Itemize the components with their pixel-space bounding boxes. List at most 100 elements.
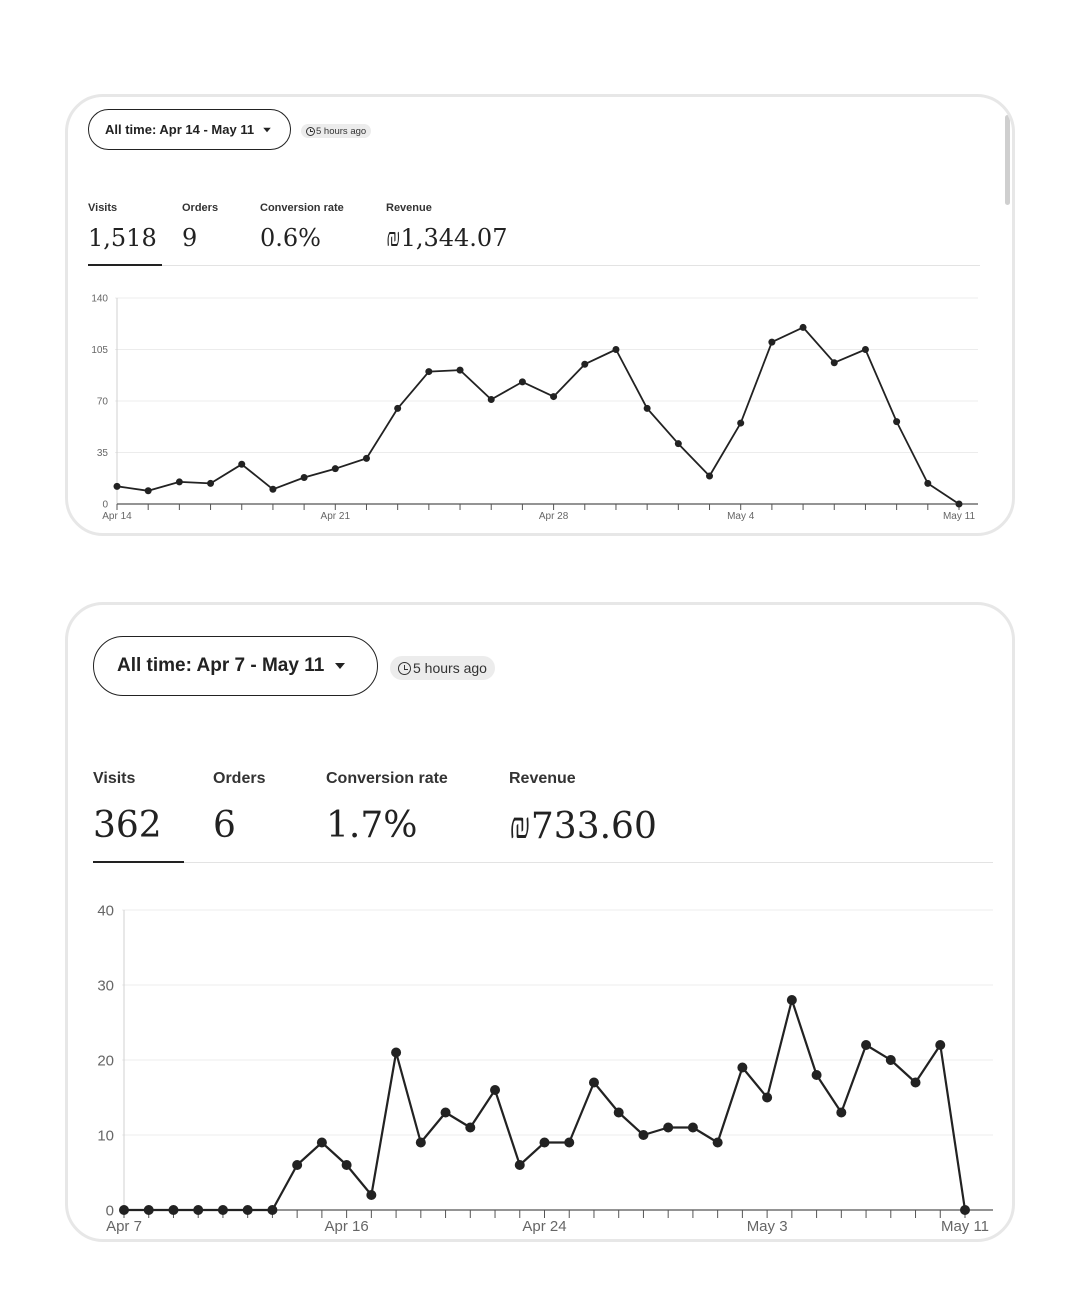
scrollbar[interactable] <box>1005 115 1010 205</box>
metric-value: 1.7% <box>326 805 418 846</box>
metric-value: 362 <box>93 805 162 846</box>
metric-value: ₪733.60 <box>509 806 657 847</box>
data-point <box>267 1205 278 1215</box>
data-point <box>564 1137 575 1148</box>
stats-card-1: All time: Apr 14 - May 11 5 hours ago Vi… <box>65 94 1015 536</box>
data-point <box>768 338 776 346</box>
series-line <box>116 326 960 505</box>
data-point <box>425 368 433 376</box>
date-range-dropdown[interactable]: All time: Apr 7 - May 11 <box>93 636 378 696</box>
data-point <box>465 1122 476 1133</box>
y-tick-label: 70 <box>97 397 109 408</box>
x-tick-label: May 11 <box>943 511 975 522</box>
last-updated-text: 5 hours ago <box>413 660 487 676</box>
data-point <box>960 1205 970 1215</box>
data-point <box>674 440 682 448</box>
data-point <box>456 366 464 374</box>
date-range-label: All time: Apr 14 - May 11 <box>105 122 255 137</box>
metric-label: Conversion rate <box>260 202 344 214</box>
data-point <box>518 378 526 386</box>
data-point <box>144 487 152 495</box>
data-point <box>207 479 215 487</box>
data-point <box>663 1122 674 1133</box>
data-point <box>366 1190 377 1200</box>
data-point <box>612 346 620 353</box>
data-point <box>238 460 246 468</box>
data-point <box>242 1205 253 1215</box>
data-point <box>168 1205 179 1215</box>
last-updated-text: 5 hours ago <box>316 125 367 137</box>
data-point <box>269 485 277 493</box>
data-point <box>362 454 370 462</box>
data-point <box>113 482 121 490</box>
x-tick-label: Apr 14 <box>102 511 132 522</box>
metric-label: Visits <box>93 770 136 787</box>
metric-value: 0.6% <box>260 224 321 252</box>
data-point <box>341 1160 352 1170</box>
chevron-down-icon <box>263 127 271 132</box>
date-range-label: All time: Apr 7 - May 11 <box>117 655 325 676</box>
chevron-down-icon <box>335 663 346 669</box>
data-point <box>217 1205 228 1215</box>
visits-chart: 0 10 20 30 40 Apr 7 Apr 16 Apr 24 May 3 May 11 <box>97 902 993 1235</box>
last-updated-badge: 5 hours ago <box>301 124 372 138</box>
data-point <box>893 418 901 426</box>
metric-label: Revenue <box>509 770 576 787</box>
data-point <box>588 1077 599 1088</box>
date-range-dropdown[interactable]: All time: Apr 14 - May 11 <box>88 109 291 150</box>
x-tick-label: Apr 21 <box>321 511 351 522</box>
data-point <box>415 1137 426 1148</box>
data-point <box>885 1055 896 1065</box>
metrics-divider <box>93 862 993 863</box>
x-tick-label: Apr 7 <box>106 1218 142 1235</box>
data-point <box>861 1040 872 1050</box>
data-point <box>539 1137 550 1148</box>
data-point <box>811 1070 822 1080</box>
data-point <box>786 995 797 1005</box>
data-point <box>799 323 807 331</box>
data-point <box>490 1085 501 1095</box>
data-point <box>175 478 183 486</box>
metric-value: 9 <box>182 224 198 252</box>
metric-value: 1,518 <box>88 224 157 252</box>
last-updated-badge: 5 hours ago <box>390 656 495 680</box>
selected-metric-underline <box>88 264 162 266</box>
data-point <box>613 1107 624 1118</box>
data-point <box>316 1137 327 1148</box>
data-point <box>331 465 339 473</box>
data-point <box>391 1047 402 1058</box>
x-tick-label: Apr 24 <box>522 1218 566 1235</box>
metrics-divider <box>88 265 980 266</box>
series-line <box>124 998 967 1212</box>
data-point <box>394 404 402 412</box>
data-point <box>935 1040 946 1050</box>
data-point <box>712 1137 723 1148</box>
data-point <box>300 474 308 482</box>
data-point <box>762 1092 773 1103</box>
data-point <box>638 1130 649 1140</box>
y-tick-label: 30 <box>97 977 114 994</box>
data-point <box>861 346 869 353</box>
metric-label: Visits <box>88 202 118 214</box>
visits-chart: 0 35 70 105 140 Apr 14 Apr 21 Apr 28 May 4 May 11 <box>91 294 978 522</box>
data-point <box>550 393 558 401</box>
clock-icon <box>306 126 315 136</box>
y-tick-label: 20 <box>97 1052 114 1069</box>
data-point <box>292 1160 303 1170</box>
data-point <box>119 1205 129 1215</box>
data-point <box>487 396 495 404</box>
stats-card-2: All time: Apr 7 - May 11 5 hours ago Vis… <box>65 602 1015 1242</box>
data-point <box>836 1107 847 1118</box>
x-tick-label: May 11 <box>941 1218 989 1235</box>
clock-icon <box>398 661 411 675</box>
x-tick-label: Apr 16 <box>325 1218 369 1235</box>
data-point <box>737 419 745 427</box>
y-tick-label: 105 <box>91 345 108 356</box>
data-point <box>514 1160 525 1170</box>
y-tick-label: 35 <box>97 448 109 459</box>
metric-value: 6 <box>213 805 236 846</box>
data-point <box>830 359 838 367</box>
metric-label: Revenue <box>386 202 432 214</box>
metric-label: Orders <box>213 770 266 787</box>
x-tick-label: Apr 28 <box>539 511 569 522</box>
